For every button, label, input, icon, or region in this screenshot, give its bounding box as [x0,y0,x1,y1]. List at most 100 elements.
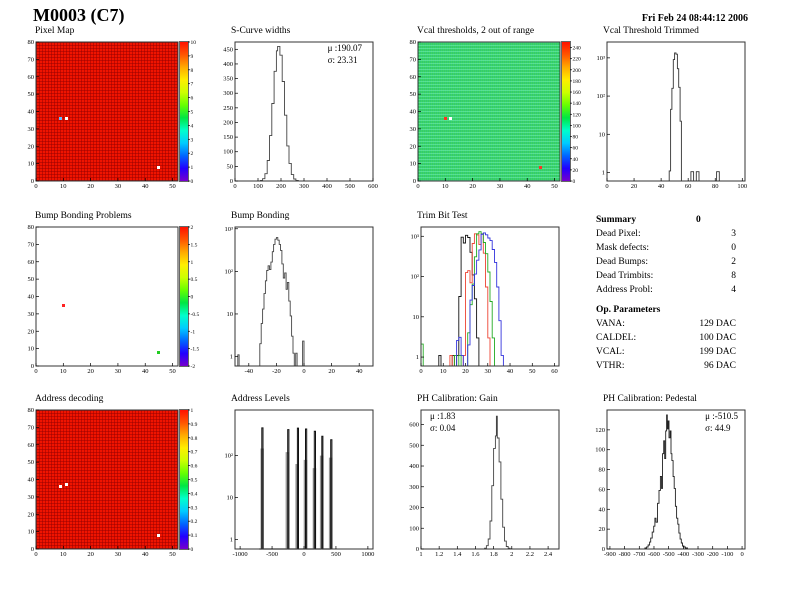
svg-text:2: 2 [191,151,194,157]
panel-title-scurve: S-Curve widths [231,26,291,36]
svg-text:10³: 10³ [411,233,420,240]
panel-title-gain: PH Calibration: Gain [417,394,498,404]
svg-text:10²: 10² [597,93,606,100]
panel-vcal-trimmed: Vcal Threshold Trimmed 0 20 40 60 80 100 1 10 10… [590,26,750,191]
svg-text:5: 5 [191,110,194,116]
svg-text:10: 10 [410,161,417,168]
svg-text:30: 30 [28,494,35,501]
panel-title-pedestal: PH Calibration: Pedestal [603,394,697,404]
svg-text:30: 30 [410,126,417,133]
svg-text:150: 150 [223,134,233,141]
chart-vcal-map: 0 20 40 60 80 100 120 140 160 180 200 220 240 0 10 20 30… [404,39,592,191]
svg-text:300: 300 [409,484,419,491]
svg-text:0: 0 [191,295,194,301]
svg-text:0: 0 [419,368,422,375]
svg-text:40: 40 [524,183,531,190]
svg-text:80: 80 [712,183,719,190]
svg-text:50: 50 [529,368,536,375]
svg-text:80: 80 [28,39,35,46]
svg-text:100: 100 [737,183,747,190]
svg-text:2: 2 [191,225,194,231]
svg-text:180: 180 [573,79,582,85]
svg-text:-0.5: -0.5 [191,312,200,318]
panel-vcal-thresholds: Vcal thresholds, 2 out of range 0 20 40 60 8… [404,26,592,191]
svg-text:30: 30 [115,183,122,190]
summary-label: Dead Pixel: [596,229,641,239]
svg-text:50: 50 [410,91,417,98]
svg-text:0.1: 0.1 [191,533,198,539]
svg-text:40: 40 [599,506,606,513]
panel-ph-pedestal: PH Calibration: Pedestal -900 -800 -700 -60… [590,394,750,559]
svg-text:0: 0 [34,183,37,190]
svg-text:250: 250 [223,105,233,112]
gain-dist [484,415,513,550]
stat-sigma: σ: 23.31 [327,55,358,65]
svg-text:50: 50 [28,91,35,98]
svg-text:60: 60 [573,146,579,152]
svg-text:400: 400 [409,463,419,470]
defect-pixel [539,165,543,169]
svg-text:1.8: 1.8 [490,551,498,558]
svg-text:0.4: 0.4 [191,491,198,497]
panel-title-bump: Bump Bonding [231,211,290,221]
svg-text:60: 60 [599,486,606,493]
panel-address-levels: Address Levels -1000 -500 0 500 1000 1 10 10² [218,394,378,559]
defect-pixel [61,303,65,307]
summary-row-dead-pixel: Dead Pixel: 3 [596,227,736,241]
panel-title-pixel-map: Pixel Map [35,26,75,36]
svg-text:30: 30 [115,368,122,375]
svg-text:0: 0 [31,178,34,185]
svg-text:0.2: 0.2 [191,519,198,525]
colorbar [179,41,189,182]
svg-text:20: 20 [410,143,417,150]
svg-text:60: 60 [28,74,35,81]
svg-text:9: 9 [191,54,194,60]
summary-value: 2 [731,257,736,267]
svg-text:50: 50 [169,183,176,190]
panel-title-trimbit: Trim Bit Test [417,211,468,221]
svg-text:-1.5: -1.5 [191,347,200,353]
defect-pixel [157,350,161,354]
param-label: VTHR: [596,361,625,371]
svg-text:400: 400 [322,183,332,190]
svg-text:-400: -400 [677,551,689,558]
summary-label: Dead Bumps: [596,257,648,267]
svg-text:0: 0 [233,183,236,190]
svg-text:40: 40 [507,368,513,375]
stat-mu: μ :190.07 [327,43,362,53]
svg-text:40: 40 [142,368,149,375]
svg-text:500: 500 [409,442,419,449]
report-timestamp: Fri Feb 24 08:44:12 2006 [641,13,748,24]
panel-trim-bit-test: Trim Bit Test 0 10 20 30 40 50 60 1 10 10² 10³ [404,211,564,376]
svg-text:80: 80 [599,467,606,474]
svg-text:20: 20 [328,368,335,375]
bump-bonding-dist [237,237,305,367]
colorbar [179,409,189,550]
svg-text:40: 40 [28,477,35,484]
op-parameters-header: Op. Parameters [596,305,661,315]
svg-text:140: 140 [573,101,582,107]
svg-text:20: 20 [87,551,94,558]
svg-text:30: 30 [497,183,504,190]
panel-title-vcal-map: Vcal thresholds, 2 out of range [417,26,535,36]
trimbit-black [438,234,480,367]
stat-sigma: σ: 0.04 [430,423,456,433]
svg-text:200: 200 [573,68,582,74]
svg-text:50: 50 [227,163,234,170]
trimmed-threshold-dist [668,52,720,182]
svg-text:40: 40 [28,294,35,301]
svg-text:0.5: 0.5 [191,277,198,283]
levels-shadow [259,448,333,550]
svg-text:200: 200 [223,119,233,126]
svg-text:500: 500 [345,183,355,190]
param-row-vthr: VTHR: 96 DAC [596,359,736,373]
chart-bump: -40 -20 0 20 40 1 10 10² 10³ [218,224,378,376]
svg-text:80: 80 [410,39,417,46]
svg-text:50: 50 [169,368,176,375]
svg-text:20: 20 [28,328,35,335]
summary-value: 3 [731,229,736,239]
svg-text:30: 30 [28,311,35,318]
svg-text:400: 400 [223,61,233,68]
svg-text:120: 120 [595,427,605,434]
